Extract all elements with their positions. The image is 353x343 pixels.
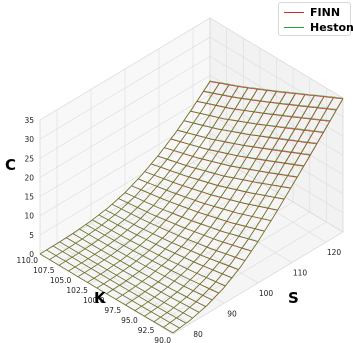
z-tick-label: 20: [24, 173, 34, 182]
wire-s-line: [196, 100, 330, 121]
gridline-c: [39, 151, 344, 255]
x-tick-label: 120: [327, 248, 342, 257]
y-tick-label: 107.5: [33, 266, 55, 275]
wire-s-line: [209, 80, 344, 99]
gridline-c: [39, 94, 344, 197]
wire-s-line: [46, 249, 180, 329]
y-tick-label: 95.0: [121, 316, 138, 325]
legend: FINN Heston: [278, 2, 353, 36]
wire-s-line: [118, 198, 252, 252]
wire-s-line: [177, 129, 311, 155]
wire-s-line: [124, 192, 259, 242]
wire-s-line: [39, 253, 174, 334]
wire-s-line: [137, 178, 272, 221]
y-tick-label: 102.5: [66, 286, 88, 295]
wire-s-line: [203, 91, 337, 111]
tick-labels: 809010011012090.092.595.097.5100.0102.51…: [17, 116, 342, 343]
z-tick-label: 10: [24, 212, 34, 221]
wire-s-line: [85, 224, 219, 294]
wire-s-line: [170, 138, 304, 166]
y-tick-label: 105.0: [50, 276, 72, 285]
z-tick-label: 15: [24, 193, 34, 202]
legend-item-heston: Heston: [284, 21, 353, 34]
surfaces: [39, 80, 344, 334]
wire-s-line: [131, 185, 265, 232]
z-tick-label: 5: [29, 231, 34, 240]
axes-gridlines: [39, 17, 344, 335]
z-tick-label: 25: [24, 154, 34, 163]
wire-s-line: [151, 163, 285, 200]
gridline-c: [39, 17, 344, 121]
legend-swatch-heston: [284, 27, 304, 28]
gridline-c: [39, 132, 344, 236]
gridline-c: [39, 55, 344, 159]
wire-s-line: [105, 209, 239, 270]
wire-s-line: [92, 219, 226, 286]
wire-s-line: [59, 241, 193, 319]
wire-s-line: [157, 155, 291, 189]
legend-item-finn: FINN: [284, 6, 340, 19]
x-tick-label: 110: [293, 269, 308, 278]
y-tick-label: 92.5: [138, 326, 155, 335]
wire-s-line: [79, 228, 213, 300]
wire-s-line: [203, 90, 337, 110]
y-axis-label: K: [94, 289, 107, 307]
z-axis-label: C: [5, 156, 16, 174]
wire-s-line: [190, 110, 324, 133]
gridline-c: [39, 113, 344, 216]
y-tick-label: 110.0: [17, 256, 39, 265]
x-tick-label: 100: [259, 289, 274, 298]
z-tick-label: 35: [24, 116, 34, 125]
legend-label-heston: Heston: [310, 21, 353, 34]
x-tick-label: 90: [227, 309, 237, 318]
y-tick-label: 90.0: [154, 336, 171, 343]
z-tick-label: 0: [29, 250, 34, 259]
wire-s-line: [164, 147, 298, 177]
wire-s-line: [144, 171, 278, 211]
wire-s-line: [98, 214, 232, 278]
x-tick-label: 80: [193, 330, 203, 339]
wire-s-line: [183, 120, 317, 144]
wire-s-line: [66, 237, 200, 313]
z-tick-label: 30: [24, 135, 34, 144]
wire-s-line: [52, 245, 187, 324]
gridline-c: [39, 36, 344, 140]
legend-swatch-finn: [284, 12, 304, 13]
wire-s-line: [111, 203, 245, 261]
wire-s-line: [209, 81, 344, 100]
y-tick-label: 97.5: [104, 306, 121, 315]
legend-label-finn: FINN: [310, 6, 341, 19]
wire-s-line: [72, 233, 206, 307]
surface-heston: [39, 80, 344, 334]
y-tick-label: 100.0: [83, 296, 105, 305]
x-axis-label: S: [288, 289, 299, 307]
